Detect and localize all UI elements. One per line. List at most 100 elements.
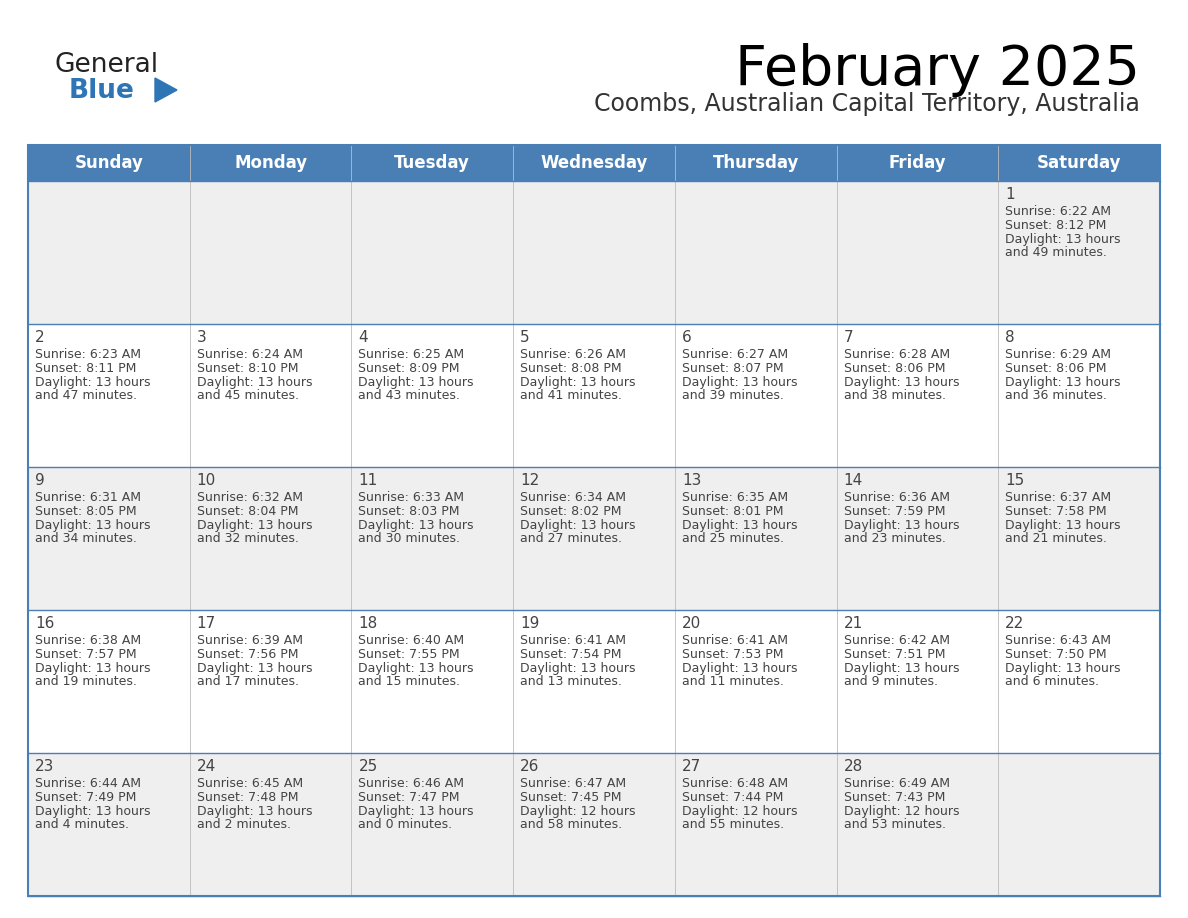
Text: and 19 minutes.: and 19 minutes. (34, 676, 137, 688)
Text: Daylight: 13 hours: Daylight: 13 hours (34, 662, 151, 675)
Text: General: General (55, 52, 159, 78)
Text: Sunrise: 6:49 AM: Sunrise: 6:49 AM (843, 777, 949, 790)
Text: and 45 minutes.: and 45 minutes. (197, 389, 298, 402)
Text: 25: 25 (359, 759, 378, 774)
Text: and 41 minutes.: and 41 minutes. (520, 389, 623, 402)
Text: 7: 7 (843, 330, 853, 345)
Text: Sunrise: 6:39 AM: Sunrise: 6:39 AM (197, 634, 303, 647)
Text: Daylight: 13 hours: Daylight: 13 hours (520, 519, 636, 532)
Text: and 21 minutes.: and 21 minutes. (1005, 532, 1107, 545)
Text: and 11 minutes.: and 11 minutes. (682, 676, 784, 688)
Text: 2: 2 (34, 330, 45, 345)
Text: Sunrise: 6:43 AM: Sunrise: 6:43 AM (1005, 634, 1111, 647)
Text: 26: 26 (520, 759, 539, 774)
Text: Sunset: 7:56 PM: Sunset: 7:56 PM (197, 648, 298, 661)
Text: Daylight: 13 hours: Daylight: 13 hours (682, 519, 797, 532)
Text: and 15 minutes.: and 15 minutes. (359, 676, 461, 688)
Text: Sunrise: 6:34 AM: Sunrise: 6:34 AM (520, 491, 626, 504)
Text: Daylight: 13 hours: Daylight: 13 hours (34, 519, 151, 532)
Text: Sunset: 7:59 PM: Sunset: 7:59 PM (843, 505, 946, 518)
Text: 14: 14 (843, 473, 862, 488)
Text: Sunset: 8:05 PM: Sunset: 8:05 PM (34, 505, 137, 518)
Text: Daylight: 13 hours: Daylight: 13 hours (359, 662, 474, 675)
Text: Daylight: 12 hours: Daylight: 12 hours (843, 804, 959, 818)
Text: Sunset: 8:11 PM: Sunset: 8:11 PM (34, 362, 137, 375)
Text: Sunrise: 6:38 AM: Sunrise: 6:38 AM (34, 634, 141, 647)
Text: 18: 18 (359, 616, 378, 631)
Text: and 17 minutes.: and 17 minutes. (197, 676, 298, 688)
Text: 22: 22 (1005, 616, 1024, 631)
Text: 19: 19 (520, 616, 539, 631)
Text: Sunrise: 6:44 AM: Sunrise: 6:44 AM (34, 777, 141, 790)
Text: 4: 4 (359, 330, 368, 345)
Text: Daylight: 13 hours: Daylight: 13 hours (359, 519, 474, 532)
Text: Daylight: 13 hours: Daylight: 13 hours (197, 519, 312, 532)
Text: 6: 6 (682, 330, 691, 345)
Text: 20: 20 (682, 616, 701, 631)
Text: and 58 minutes.: and 58 minutes. (520, 819, 623, 832)
Text: Sunset: 8:02 PM: Sunset: 8:02 PM (520, 505, 621, 518)
Text: and 9 minutes.: and 9 minutes. (843, 676, 937, 688)
Polygon shape (154, 78, 177, 102)
Text: Sunrise: 6:36 AM: Sunrise: 6:36 AM (843, 491, 949, 504)
Text: Tuesday: Tuesday (394, 154, 470, 172)
Text: Sunrise: 6:46 AM: Sunrise: 6:46 AM (359, 777, 465, 790)
Text: Thursday: Thursday (713, 154, 798, 172)
Text: and 38 minutes.: and 38 minutes. (843, 389, 946, 402)
Text: and 53 minutes.: and 53 minutes. (843, 819, 946, 832)
Text: and 43 minutes.: and 43 minutes. (359, 389, 460, 402)
Text: Sunset: 7:55 PM: Sunset: 7:55 PM (359, 648, 460, 661)
Text: and 49 minutes.: and 49 minutes. (1005, 246, 1107, 260)
Text: Sunrise: 6:47 AM: Sunrise: 6:47 AM (520, 777, 626, 790)
Text: Sunrise: 6:37 AM: Sunrise: 6:37 AM (1005, 491, 1112, 504)
Text: Daylight: 13 hours: Daylight: 13 hours (1005, 662, 1120, 675)
Text: Daylight: 13 hours: Daylight: 13 hours (843, 662, 959, 675)
Text: Saturday: Saturday (1037, 154, 1121, 172)
Text: 3: 3 (197, 330, 207, 345)
Text: and 6 minutes.: and 6 minutes. (1005, 676, 1099, 688)
Text: Daylight: 13 hours: Daylight: 13 hours (682, 662, 797, 675)
Text: Sunrise: 6:28 AM: Sunrise: 6:28 AM (843, 348, 949, 361)
Text: Sunset: 7:57 PM: Sunset: 7:57 PM (34, 648, 137, 661)
Text: Sunrise: 6:41 AM: Sunrise: 6:41 AM (682, 634, 788, 647)
Text: and 36 minutes.: and 36 minutes. (1005, 389, 1107, 402)
Text: and 4 minutes.: and 4 minutes. (34, 819, 129, 832)
Text: Sunset: 7:50 PM: Sunset: 7:50 PM (1005, 648, 1107, 661)
Text: Sunrise: 6:35 AM: Sunrise: 6:35 AM (682, 491, 788, 504)
Text: Sunset: 7:58 PM: Sunset: 7:58 PM (1005, 505, 1107, 518)
Text: Daylight: 13 hours: Daylight: 13 hours (843, 375, 959, 388)
Text: Daylight: 13 hours: Daylight: 13 hours (1005, 375, 1120, 388)
Bar (29, 181, 1159, 324)
Text: Sunset: 8:09 PM: Sunset: 8:09 PM (359, 362, 460, 375)
Text: Sunset: 8:03 PM: Sunset: 8:03 PM (359, 505, 460, 518)
Bar (29, 145, 1159, 896)
Text: Sunday: Sunday (75, 154, 144, 172)
Text: and 13 minutes.: and 13 minutes. (520, 676, 623, 688)
Text: February 2025: February 2025 (735, 43, 1140, 97)
Text: and 34 minutes.: and 34 minutes. (34, 532, 137, 545)
Text: Daylight: 13 hours: Daylight: 13 hours (1005, 519, 1120, 532)
Text: Sunset: 8:08 PM: Sunset: 8:08 PM (520, 362, 621, 375)
Text: Daylight: 13 hours: Daylight: 13 hours (520, 375, 636, 388)
Text: Sunset: 8:07 PM: Sunset: 8:07 PM (682, 362, 783, 375)
Text: Sunset: 7:43 PM: Sunset: 7:43 PM (843, 790, 944, 804)
Text: 23: 23 (34, 759, 55, 774)
Text: Sunset: 7:49 PM: Sunset: 7:49 PM (34, 790, 137, 804)
Text: and 47 minutes.: and 47 minutes. (34, 389, 137, 402)
Bar (29, 467, 1159, 610)
Text: Sunset: 8:06 PM: Sunset: 8:06 PM (843, 362, 946, 375)
Text: Daylight: 13 hours: Daylight: 13 hours (843, 519, 959, 532)
Text: Sunset: 8:06 PM: Sunset: 8:06 PM (1005, 362, 1107, 375)
Text: Daylight: 12 hours: Daylight: 12 hours (520, 804, 636, 818)
Text: 17: 17 (197, 616, 216, 631)
Text: Sunset: 7:44 PM: Sunset: 7:44 PM (682, 790, 783, 804)
Text: and 2 minutes.: and 2 minutes. (197, 819, 291, 832)
Text: 16: 16 (34, 616, 55, 631)
Text: Sunset: 8:01 PM: Sunset: 8:01 PM (682, 505, 783, 518)
Text: Sunrise: 6:40 AM: Sunrise: 6:40 AM (359, 634, 465, 647)
Text: Sunset: 7:48 PM: Sunset: 7:48 PM (197, 790, 298, 804)
Text: Coombs, Australian Capital Territory, Australia: Coombs, Australian Capital Territory, Au… (594, 92, 1140, 116)
Text: Sunrise: 6:42 AM: Sunrise: 6:42 AM (843, 634, 949, 647)
Text: Sunrise: 6:24 AM: Sunrise: 6:24 AM (197, 348, 303, 361)
Text: Sunrise: 6:23 AM: Sunrise: 6:23 AM (34, 348, 141, 361)
